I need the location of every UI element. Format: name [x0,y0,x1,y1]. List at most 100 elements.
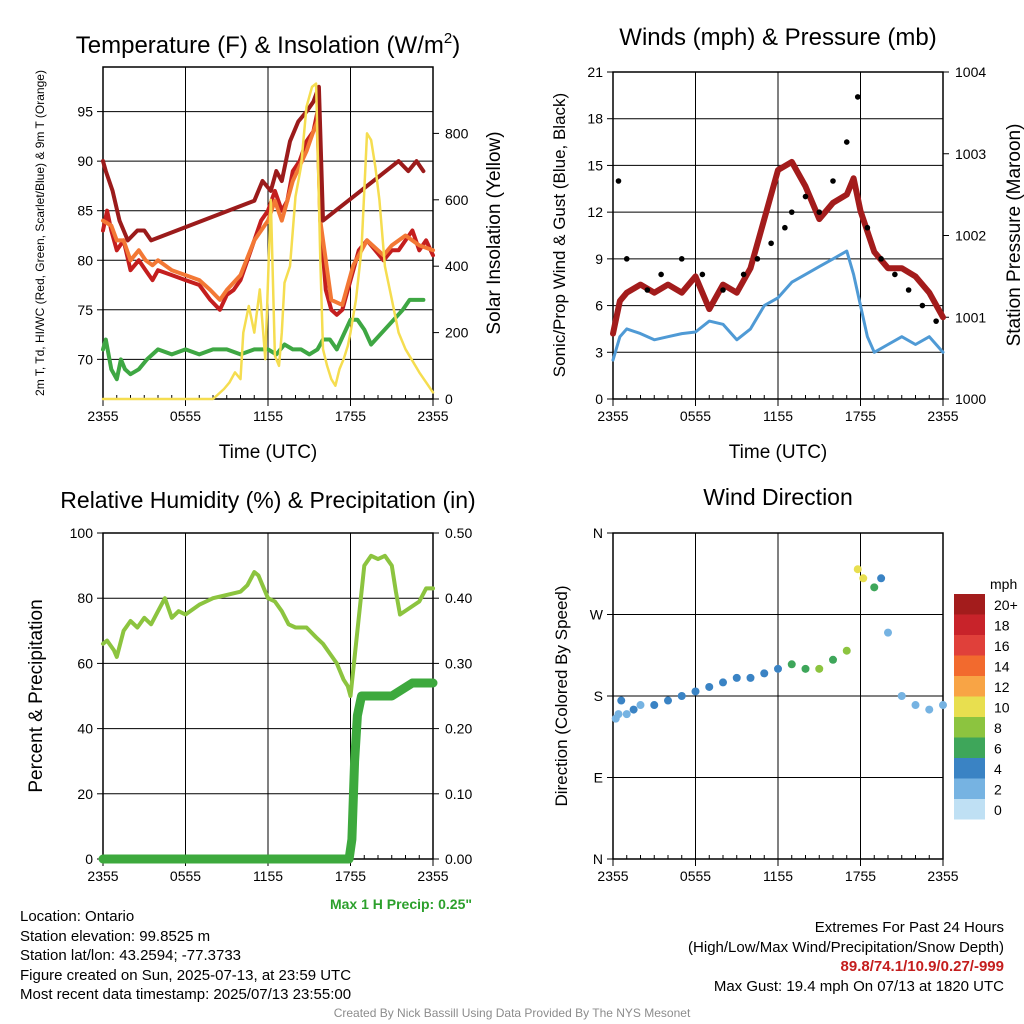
wind-direction-point [787,660,796,669]
gust-point [658,271,664,278]
y-tick-label: N [593,851,603,867]
y-tick-label: 12 [587,204,603,220]
wind-direction-point [897,692,906,700]
x-tick-label: 1755 [335,868,366,884]
x-tick-label: 2355 [927,868,958,884]
gust-point [864,224,871,231]
colorbar-label: 16 [994,638,1010,654]
gust-point [615,178,622,184]
x-tick-label: 1155 [763,408,793,424]
panel-1: 2355 0555 1155 1755 2355 70 75 80 85 90 95 0 200 400 6… [33,30,505,463]
colorbar-swatch [954,655,985,676]
plot-frame [612,532,944,860]
y2-axis-label: Solar Insolation (Yellow) [484,131,505,334]
wind-direction-point [760,669,769,678]
y-tick-label: 90 [77,153,93,169]
plot-frame [102,66,434,400]
gust-point [830,178,836,184]
credit-text: Created By Nick Bassill Using Data Provi… [333,1006,691,1020]
wind-direction-point [677,692,686,700]
gust-point [788,209,795,215]
colorbar-unit: mph [990,576,1017,592]
gust-point [699,271,706,278]
x-tick-label: 1155 [253,868,283,884]
y-tick-label: 0 [595,391,603,407]
precip-series-line [98,678,438,864]
y-tick-label: 75 [77,302,93,318]
plot-frame [612,71,944,400]
wind-direction-point [705,682,714,691]
y2-tick-label: 0.20 [445,721,472,737]
y-axis-label: Sonic/Prop Wind & Gust (Blue, Black) [550,93,569,377]
gust-point [892,271,898,278]
colorbar-label: 4 [994,761,1002,777]
colorbar-swatch [954,696,985,717]
y-tick-label: 80 [77,252,93,268]
wind-direction-point [801,664,810,673]
x-tick-label: 0555 [170,408,201,424]
wind-direction-point [629,705,638,714]
x-axis-label: Time (UTC) [729,442,828,463]
colorbar-swatch [954,799,985,820]
extremes-values: 89.8/74.1/10.9/0.27/-999 [840,958,1004,975]
wind-direction-point [732,673,741,682]
panel-2: 2355 0555 1155 1755 235503691215182110001001… [550,24,1024,463]
colorbar-swatch [954,778,985,799]
colorbar-label: 8 [994,720,1002,736]
y2-tick-label: 1001 [955,309,986,325]
y-tick-label: 21 [587,64,603,80]
gust-point [854,94,861,100]
colorbar-label: 10 [994,700,1010,716]
colorbar-label: 6 [994,741,1002,757]
colorbar-label: 12 [994,679,1010,695]
y-tick-label: 70 [77,351,93,367]
y2-tick-label: 0.40 [445,590,472,606]
x-tick-label: 2355 [597,408,628,424]
y2-tick-label: 0.00 [445,851,472,867]
y2-tick-label: 400 [445,258,469,274]
gust-point [644,287,651,293]
x-tick-label: 0555 [680,868,711,884]
y-axis-label: Percent & Precipitation [26,599,47,792]
y-tick-label: N [593,525,603,541]
y-tick-label: 18 [587,111,603,127]
y-axis-label: Direction (Colored By Speed) [552,585,571,806]
colorbar-swatch [954,614,985,635]
wind-direction-point [746,673,755,682]
x-tick-label: 1755 [845,408,876,424]
x-tick-label: 2355 [417,868,448,884]
gust-point [678,256,685,262]
max-gust-text: Max Gust: 19.4 mph On 07/13 at 1820 UTC [713,977,1004,995]
y-tick-label: 20 [77,786,93,802]
latlon-text: Station lat/lon: 43.2594; -77.3733 [20,947,242,964]
y-tick-label: 40 [77,721,93,737]
wind-direction-point [815,664,824,673]
elevation-text: Station elevation: 99.8525 m [20,927,211,945]
x-tick-label: 2355 [417,408,448,424]
y-tick-label: 15 [587,157,603,173]
gust-point [740,271,747,278]
y2-tick-label: 0.10 [445,786,472,802]
wind-direction-point [925,705,934,714]
wind-direction-point [939,701,947,710]
wind-direction-point [870,583,879,592]
y-tick-label: 3 [595,344,603,360]
gust-point [919,302,926,309]
panel-3: 2355 0555 1155 1755 23550204060801000.000.10… [26,487,476,884]
y2-tick-label: 600 [445,192,469,208]
colorbar-swatch [954,717,985,738]
humidity-series-line [101,553,435,698]
wind-direction-point [911,701,920,710]
wind-direction-point [842,646,851,655]
y2-tick-label: 1004 [955,64,986,80]
y-tick-label: S [594,688,603,704]
wind-direction-point [664,696,672,705]
wind-direction-point [853,565,862,574]
wind-direction-point [859,574,868,583]
x-tick-label: 2355 [927,408,958,424]
colorbar-label: 0 [994,802,1002,818]
gust-point [878,256,884,262]
colorbar-label: 2 [994,782,1002,798]
y2-tick-label: 200 [445,325,469,341]
